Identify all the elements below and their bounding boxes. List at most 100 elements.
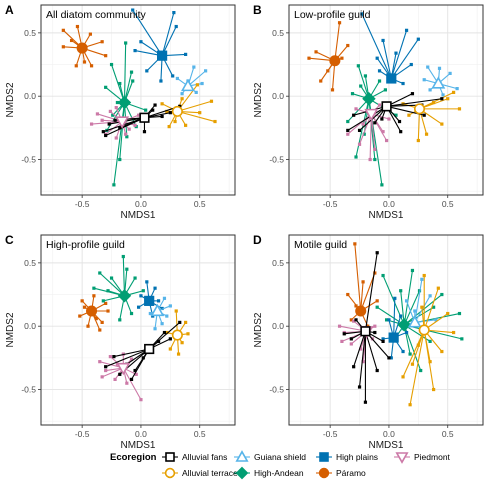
legend-entry-guiana-shield: Guiana shield [234,450,306,462]
y-tick-label: 0.5 [272,258,284,268]
site-point [422,273,426,278]
legend-key-icon [395,452,409,464]
plot-background [41,235,235,425]
site-point [373,121,377,125]
y-tick-label: 0.0 [24,91,36,101]
site-point [381,339,385,343]
centroid-marker [181,78,195,92]
spider-line [122,367,142,400]
site-point [194,90,198,94]
spider-line [361,13,392,79]
site-point [82,305,87,309]
site-point [375,56,379,60]
x-axis-label: NMDS1 [120,440,155,451]
site-point [104,85,108,89]
x-tick-label: 0.0 [135,199,147,209]
site-point [162,296,167,300]
site-point [113,118,117,122]
site-point [408,352,412,356]
spider-line [105,348,150,368]
site-point [162,330,167,335]
spider-line [123,42,127,103]
panel-letter: B [253,3,262,17]
panel-title: Low-profile guild [294,9,371,21]
site-point [373,157,377,162]
legend-title: Ecoregion [110,452,157,463]
site-point [160,322,164,326]
site-point [80,299,84,303]
spider-line [347,113,372,135]
spider-line [334,22,341,61]
y-tick-label: 0.5 [24,28,36,38]
y-tick-label: -0.5 [21,155,36,165]
site-point [184,52,188,56]
site-point [426,65,430,69]
plot-background [289,235,483,425]
site-point [359,84,363,88]
y-tick-label: -0.5 [21,385,36,395]
site-point [136,305,141,309]
site-point [75,24,80,29]
site-point [410,268,415,273]
plot-frame [40,4,236,196]
site-point [357,385,362,389]
site-point [133,368,137,373]
site-point [424,132,429,136]
site-point [349,342,353,346]
x-tick-label: -0.5 [323,429,338,439]
site-point [375,251,379,255]
site-point [460,337,464,341]
spider-line [409,329,425,405]
site-point [69,38,74,43]
site-point [420,305,424,309]
site-point [437,66,442,70]
spider-line [364,252,378,332]
spider-line [393,298,396,338]
x-tick-label: 0.5 [194,429,206,439]
spider-line [376,306,405,326]
series-alluvial-terraces [401,90,462,143]
site-point [159,79,163,83]
site-point [100,375,104,379]
centroid-marker [413,103,426,115]
site-point [124,132,128,136]
site-point [186,332,190,336]
site-point [432,305,436,309]
site-point [346,43,350,48]
site-point [133,123,137,127]
site-point [104,368,108,373]
centroid-marker [157,50,168,61]
site-point [108,109,112,113]
site-point [213,119,217,124]
site-point [180,341,184,345]
site-point [101,130,105,134]
x-tick-label: 0.5 [442,199,454,209]
site-point [397,119,402,124]
site-point [100,118,104,122]
spider-line [364,331,378,371]
panel-a: -0.5 0.0 0.5 -0.5 0.0 0.5 NMDS1 NMDS2 All diatom… [5,3,236,221]
site-point [180,92,184,96]
site-point [115,100,120,105]
site-point [88,32,92,36]
site-point [346,119,350,124]
site-point [381,273,385,278]
legend-label: Guiana shield [254,452,306,462]
site-point [125,135,129,139]
site-point [399,130,403,134]
site-point [349,318,353,322]
site-point [446,97,450,101]
site-point [98,360,102,364]
panels-layer: -0.5 0.0 0.5 -0.5 0.0 0.5 NMDS1 NMDS2 All diatom… [5,3,484,451]
centroid-marker [115,116,130,129]
grid [289,235,483,425]
site-point [387,356,391,360]
site-point [394,113,398,117]
site-point [307,56,311,60]
site-point [363,74,368,78]
site-point [404,330,409,335]
site-point [360,12,364,16]
panel-letter: D [253,233,262,247]
site-point [174,309,178,313]
